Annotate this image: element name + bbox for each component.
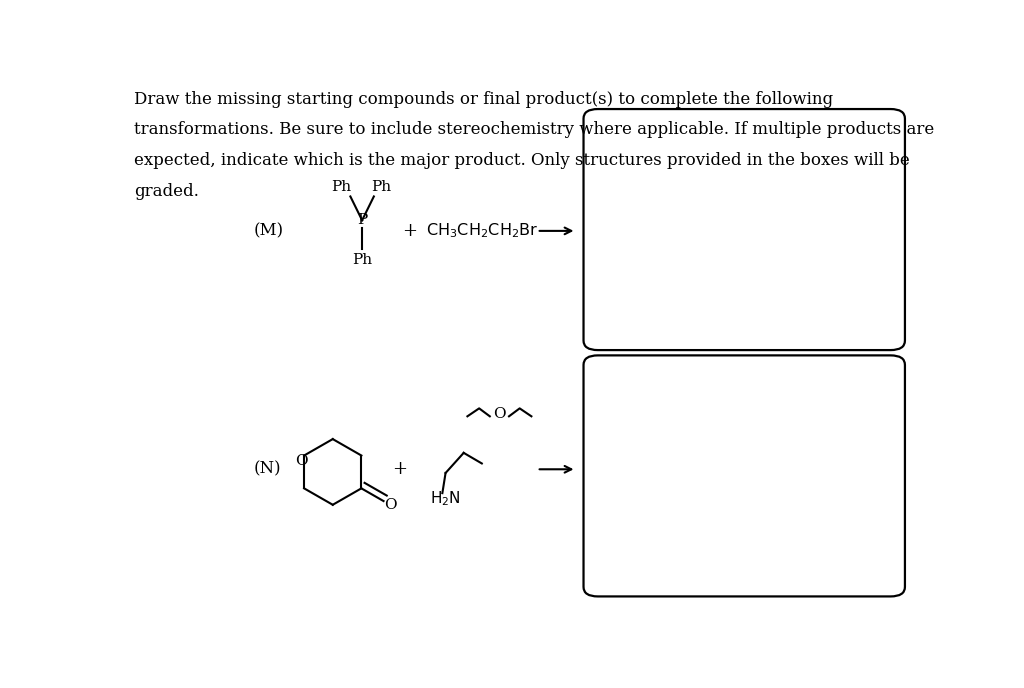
FancyBboxPatch shape — [584, 356, 905, 596]
Text: expected, indicate which is the major product. Only structures provided in the b: expected, indicate which is the major pr… — [134, 152, 910, 169]
Text: graded.: graded. — [134, 183, 200, 200]
Text: Ph: Ph — [331, 180, 351, 194]
Text: +: + — [402, 222, 417, 240]
Text: O: O — [494, 407, 506, 420]
Text: (M): (M) — [253, 222, 284, 239]
Text: (N): (N) — [253, 461, 281, 477]
Text: +: + — [392, 460, 407, 478]
Text: O: O — [295, 454, 308, 468]
Text: O: O — [385, 498, 397, 513]
Text: Ph: Ph — [372, 180, 391, 194]
Text: transformations. Be sure to include stereochemistry where applicable. If multipl: transformations. Be sure to include ster… — [134, 121, 935, 138]
Text: Draw the missing starting compounds or final product(s) to complete the followin: Draw the missing starting compounds or f… — [134, 91, 834, 107]
Text: Ph: Ph — [352, 253, 372, 267]
Text: $\mathregular{CH_3CH_2CH_2Br}$: $\mathregular{CH_3CH_2CH_2Br}$ — [426, 222, 538, 240]
FancyBboxPatch shape — [584, 109, 905, 350]
Text: P: P — [357, 213, 368, 227]
Text: $\mathregular{H_2N}$: $\mathregular{H_2N}$ — [430, 489, 461, 508]
